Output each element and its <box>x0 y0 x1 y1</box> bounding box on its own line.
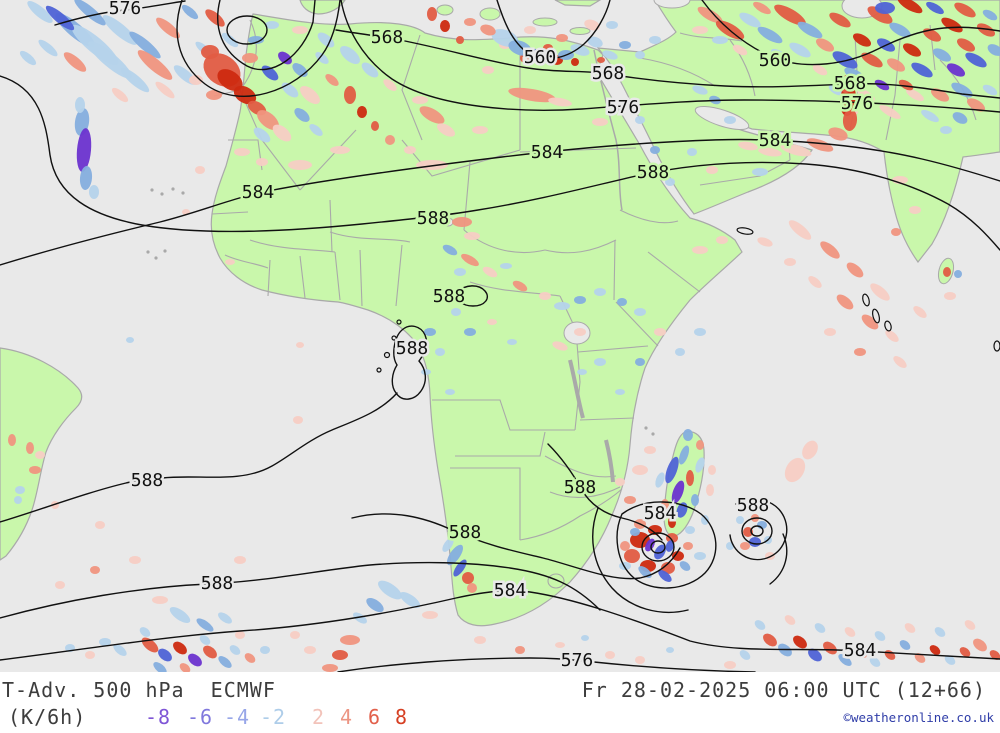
country-borders-layer <box>211 19 977 589</box>
contour-label-588: 588 <box>433 286 466 307</box>
contour-label-560: 560 <box>759 50 792 71</box>
contour-label-576: 576 <box>109 0 142 19</box>
contour-label-588: 588 <box>637 162 670 183</box>
legend-value--4: -4 <box>224 705 251 729</box>
contour-label-576: 576 <box>841 93 874 114</box>
t-adv-500hpa-map: 5765685605685765845885845885605685765845… <box>0 0 1000 672</box>
contour-label-576: 576 <box>561 650 594 671</box>
contour-label-588: 588 <box>396 338 429 359</box>
contour-label-584: 584 <box>759 130 792 151</box>
water-layer <box>146 0 883 483</box>
legend-value-4: 4 <box>340 705 354 729</box>
contour-label-568: 568 <box>834 73 867 94</box>
contour-labels-layer: 5765685605685765845885845885605685765845… <box>106 0 879 672</box>
map-title: T-Adv. 500 hPa ECMWF <box>2 678 276 702</box>
contour-label-588: 588 <box>201 573 234 594</box>
island-outlines-layer <box>376 227 1000 373</box>
contour-label-588: 588 <box>737 495 770 516</box>
contour-label-568: 568 <box>371 27 404 48</box>
copyright-link[interactable]: ©weatheronline.co.uk <box>843 710 994 725</box>
legend-value--2: -2 <box>260 705 287 729</box>
contour-label-560: 560 <box>524 47 557 68</box>
legend-value-8: 8 <box>395 705 409 729</box>
contour-label-584: 584 <box>494 580 527 601</box>
contour-label-588: 588 <box>131 470 164 491</box>
geopotential-contours-layer <box>0 0 1000 672</box>
map-datetime: Fr 28-02-2025 06:00 UTC (12+66) <box>581 678 986 702</box>
temperature-advection-layer <box>8 0 1000 672</box>
map-canvas: 576 568 560 568 576 584 588 584 588 560 568 576 584 5… <box>0 0 1000 672</box>
map-unit-label: (K/6h) <box>8 705 87 729</box>
contour-label-588: 588 <box>417 208 450 229</box>
contour-label-588: 588 <box>449 522 482 543</box>
legend-value--6: -6 <box>187 705 214 729</box>
map-footer: T-Adv. 500 hPa ECMWF (K/6h) Fr 28-02-202… <box>0 672 1000 733</box>
contour-label-576: 576 <box>607 97 640 118</box>
legend-value-6: 6 <box>368 705 382 729</box>
contour-label-568: 568 <box>592 63 625 84</box>
legend-value-2: 2 <box>312 705 326 729</box>
contour-label-584: 584 <box>644 503 677 524</box>
contour-label-584: 584 <box>242 182 275 203</box>
contour-label-584: 584 <box>531 142 564 163</box>
contour-label-584: 584 <box>844 640 877 661</box>
contour-label-588: 588 <box>564 477 597 498</box>
legend-value--8: -8 <box>145 705 172 729</box>
